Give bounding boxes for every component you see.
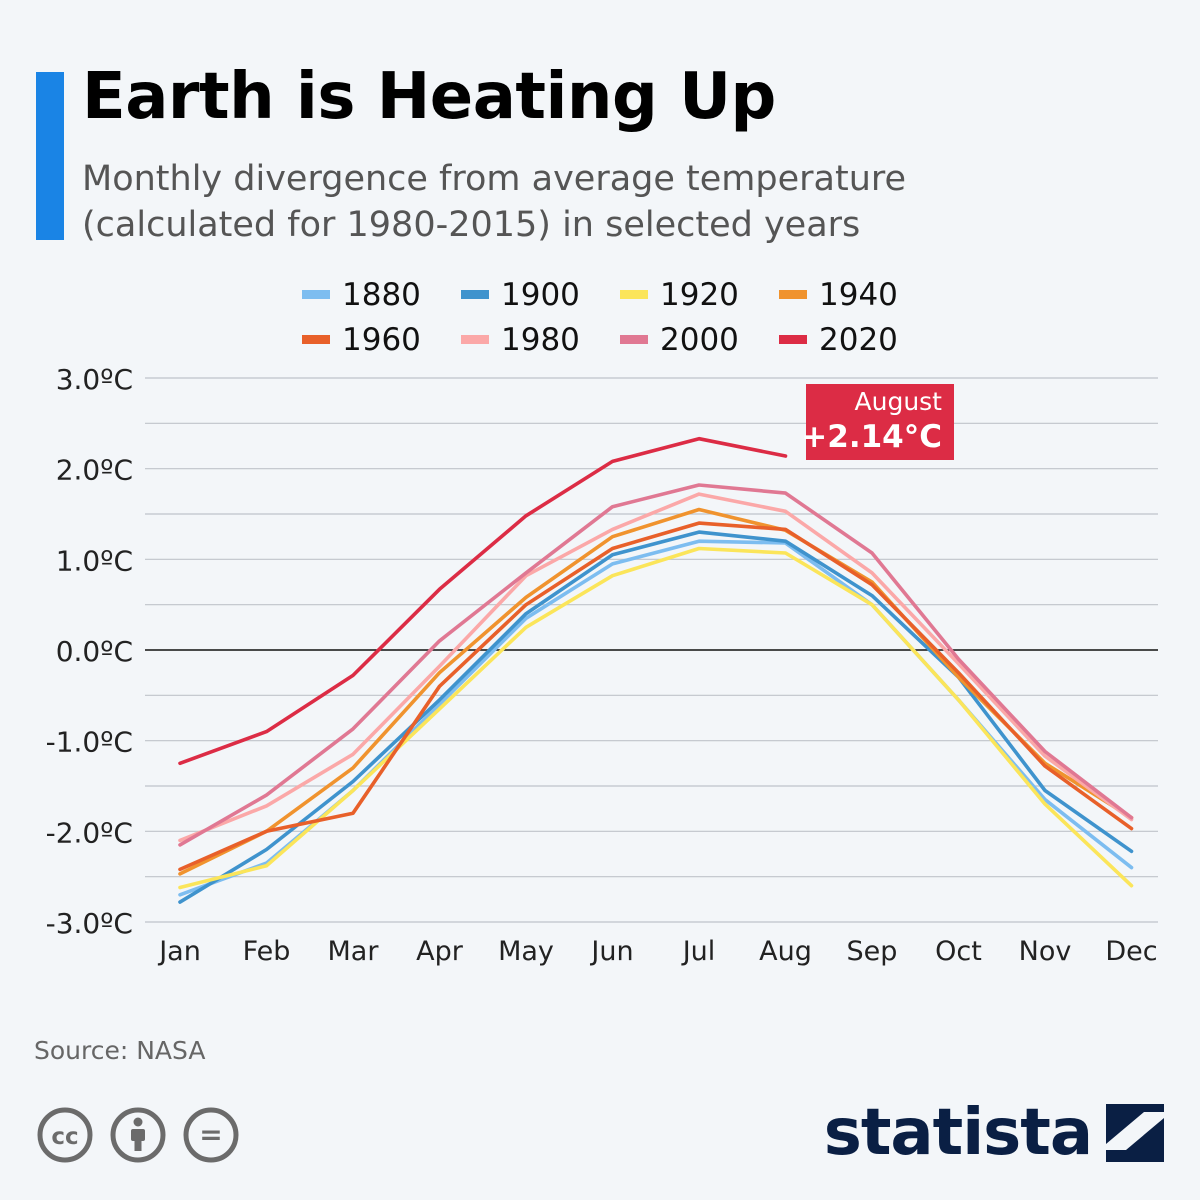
- line-chart: 3.0ºC 2.0ºC 1.0ºC 0.0ºC -1.0ºC -2.0ºC -3.0ºC J…: [46, 277, 1158, 967]
- y-tick-label: 1.0ºC: [56, 544, 133, 577]
- x-tick-label: Jul: [681, 936, 716, 967]
- legend-label: 1960: [342, 322, 421, 358]
- legend-item: 2020: [779, 322, 898, 358]
- x-tick-label: Jan: [157, 936, 201, 967]
- y-tick-label: 2.0ºC: [56, 454, 133, 487]
- legend-label: 1940: [819, 277, 898, 313]
- legend-item: 1920: [620, 277, 739, 313]
- page-title: Earth is Heating Up: [82, 60, 776, 134]
- legend-swatch: [620, 290, 648, 299]
- legend-label: 1900: [501, 277, 580, 313]
- cc-icon[interactable]: cc: [37, 1107, 93, 1163]
- legend-swatch: [302, 290, 330, 299]
- series-line-1940: [178, 507, 1134, 876]
- series-line-1900: [178, 530, 1134, 904]
- nd-icon-label: =: [199, 1118, 222, 1151]
- legend-swatch: [779, 290, 807, 299]
- legend-label: 1920: [660, 277, 739, 313]
- legend-swatch: [461, 335, 489, 344]
- legend-item: 1880: [302, 277, 421, 313]
- x-tick-label: Nov: [1019, 936, 1072, 967]
- series-line-1980: [178, 492, 1134, 843]
- license-icons: cc =: [36, 1106, 246, 1172]
- x-tick-label: Sep: [847, 936, 898, 967]
- y-tick-label: -2.0ºC: [46, 816, 133, 849]
- no-derivatives-icon[interactable]: =: [183, 1107, 239, 1163]
- series-line-2020: [178, 436, 788, 766]
- x-tick-label: Apr: [416, 936, 464, 967]
- legend-swatch: [461, 290, 489, 299]
- grid: [145, 377, 1158, 923]
- series-line-1920: [178, 546, 1134, 890]
- subtitle: Monthly divergence from average temperat…: [82, 156, 1082, 248]
- accent-bar: [36, 72, 64, 240]
- x-tick-label: Jun: [589, 936, 633, 967]
- x-tick-label: Mar: [328, 936, 380, 967]
- legend-label: 1880: [342, 277, 421, 313]
- x-tick-label: Aug: [759, 936, 812, 967]
- legend-item: 1940: [779, 277, 898, 313]
- legend-label: 1980: [501, 322, 580, 358]
- legend-swatch: [302, 335, 330, 344]
- x-tick-label: Feb: [243, 936, 291, 967]
- subtitle-line-2: (calculated for 1980-2015) in selected y…: [82, 205, 861, 245]
- statista-wordmark: statista: [823, 1096, 1093, 1170]
- series-line-2000: [178, 483, 1134, 847]
- series-line-1960: [178, 521, 1134, 872]
- attribution-icon[interactable]: [110, 1107, 166, 1163]
- legend-swatch: [779, 335, 807, 344]
- x-tick-label: May: [498, 936, 554, 967]
- statista-brand[interactable]: statista: [824, 1098, 1164, 1168]
- annotation-box: [806, 384, 954, 460]
- y-tick-label: -1.0ºC: [46, 726, 133, 759]
- legend-item: 1980: [461, 322, 580, 358]
- y-tick-label: 3.0ºC: [56, 363, 133, 396]
- legend-item: 2000: [620, 322, 739, 358]
- legend-label: 2020: [819, 322, 898, 358]
- source-note: Source: NASA: [34, 1036, 206, 1065]
- x-axis: Jan Feb Mar Apr May Jun Jul Aug Sep Oct Nov Dec: [157, 936, 1157, 967]
- subtitle-line-1: Monthly divergence from average temperat…: [82, 159, 907, 199]
- legend-swatch: [620, 335, 648, 344]
- legend: 1880 1900 1920 1940 1960 1980 2000 2020: [302, 277, 898, 358]
- cc-icon-label: cc: [51, 1124, 78, 1150]
- legend-item: 1960: [302, 322, 421, 358]
- y-axis: 3.0ºC 2.0ºC 1.0ºC 0.0ºC -1.0ºC -2.0ºC -3.0ºC: [46, 363, 133, 940]
- statista-logo-icon: [1106, 1104, 1164, 1162]
- annotation-value: +2.14°C: [801, 419, 942, 455]
- x-tick-label: Oct: [935, 936, 982, 967]
- annotation: August +2.14°C: [793, 384, 954, 460]
- legend-item: 1900: [461, 277, 580, 313]
- legend-label: 2000: [660, 322, 739, 358]
- series-lines: [178, 436, 1134, 904]
- annotation-month: August: [855, 387, 943, 416]
- y-tick-label: -3.0ºC: [46, 907, 133, 940]
- y-tick-label: 0.0ºC: [56, 635, 133, 668]
- x-tick-label: Dec: [1105, 936, 1157, 967]
